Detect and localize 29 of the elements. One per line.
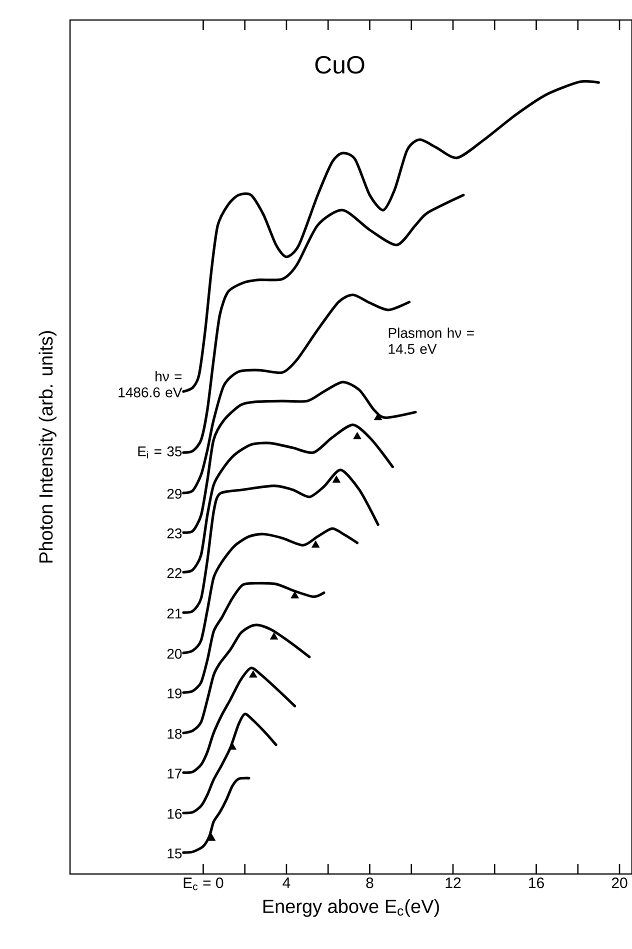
x-tick-label: E$_{c}$ = 0 [184,878,224,890]
y-axis-title: Photon Intensity (arb. units) [38,331,56,562]
series-label: 21 [167,608,182,618]
series-label: 17 [168,768,182,778]
series-label: 15 [168,848,182,858]
x-tick-label: 16 [529,878,544,888]
point [312,540,320,548]
point [249,670,258,678]
point [270,632,278,640]
annotation: Plasmon hν = 14.5 eV [388,328,474,354]
series-label: 20 [167,648,182,659]
series-label: 19 [168,688,182,698]
series-label: 22 [167,568,182,578]
series-label: 18 [168,728,182,739]
series-label: 16 [168,808,182,819]
x-tick-label: 4 [282,878,290,888]
x-tick-label: 20 [612,878,628,888]
series-label: E$_{i}$ = 35 [138,446,182,458]
series-label: hν = 1486.6 eV [118,371,182,398]
x-tick-label: 12 [446,878,461,888]
series-label: 23 [167,528,182,538]
series-label: 29 [167,488,182,499]
x-tick-label: 8 [366,878,374,888]
chart-title: CuO [315,56,364,74]
point [353,432,362,440]
x-axis-title: Energy above E$_{c}$(eV) [263,899,439,917]
point [332,476,341,483]
point [290,591,299,598]
point [228,742,236,750]
